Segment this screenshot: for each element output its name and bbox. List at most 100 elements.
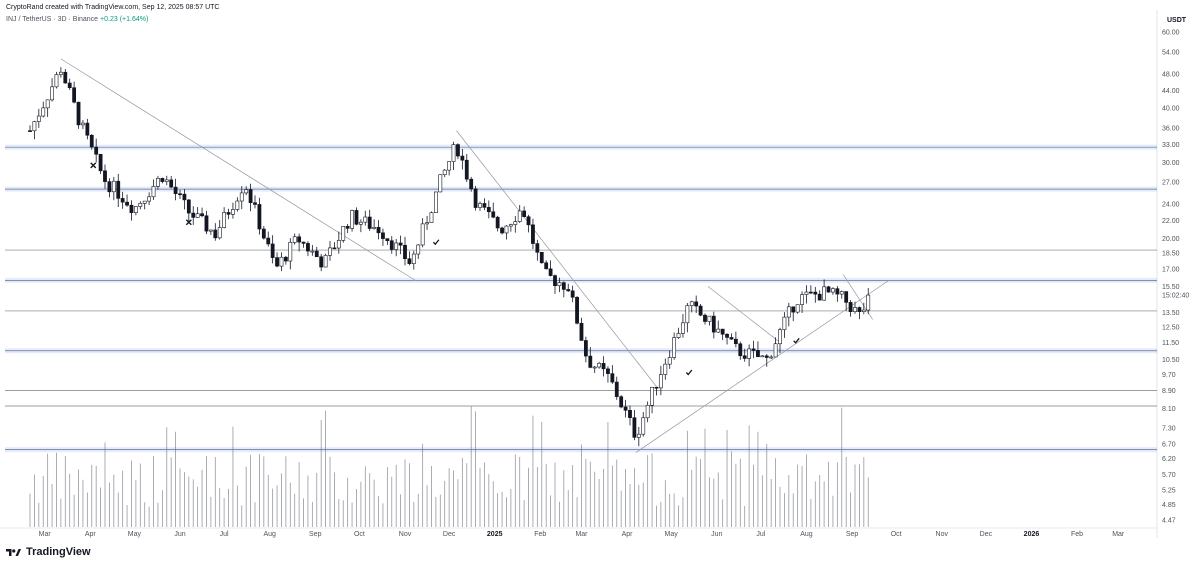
candle-up [288,242,293,262]
candle-down [526,216,531,226]
candle-up [323,255,328,268]
candle-down [654,386,659,389]
candle-up [164,179,169,182]
candle-down [694,301,699,307]
candle-up [328,247,332,256]
candle-down [711,315,716,333]
candle-down [491,211,496,218]
candle-down [486,207,491,213]
candle-up [658,374,663,389]
price-unit: USDT [1167,17,1187,24]
candle-up [773,343,778,358]
candle-down [248,189,253,204]
candle-down [301,241,306,244]
cross-marker [90,162,97,169]
candle-down [314,250,319,258]
candle-down [297,236,302,243]
price-tick-label: 5.70 [1162,472,1176,479]
candle-up [866,294,871,311]
candle-up [689,301,694,306]
candle-down [345,226,350,229]
candle-up [279,256,284,267]
candle-up [50,86,54,101]
candle-down [173,186,178,195]
candle-up [663,363,668,375]
candle-down [817,293,822,301]
candle-down [178,193,182,196]
price-tick-label: 7.30 [1162,425,1176,432]
candle-down [354,210,359,225]
time-tick-label: Sep [309,531,322,538]
grid-layer [0,10,1158,538]
candle-up [597,363,602,368]
candle-down [544,262,549,270]
candles [28,67,871,447]
candle-down [606,368,610,374]
candle-down [182,193,187,201]
candle-down [460,155,465,161]
candle-up [147,196,152,202]
candle-up [804,291,809,295]
price-tick-label: 44.00 [1162,88,1180,95]
candle-up [358,221,363,225]
candle-up [372,226,377,229]
candle-down [522,210,527,218]
candle-down [588,355,593,368]
candle-up [672,337,677,358]
candle-down [76,101,81,126]
candle-down [160,178,165,182]
candle-up [336,240,341,249]
candle-down [848,302,853,312]
candle-down [389,240,394,250]
candle-up [513,221,518,225]
trendline [635,280,890,453]
candle-down [500,227,504,234]
candle-up [747,348,752,359]
check-marker [432,239,440,246]
candle-up [363,216,368,223]
candle-up [292,236,297,243]
time-tick-label: 2025 [487,531,503,538]
candle-down [844,291,849,303]
trendline [842,274,873,320]
candle-up [681,322,685,334]
candle-up [45,99,50,109]
candle-up [433,191,438,214]
candle-up [231,209,235,215]
candle-up [54,74,59,88]
time-tick-label: Nov [936,531,949,538]
candle-down [610,373,615,383]
candle-down [67,82,72,89]
price-tick-label: 15.50 [1162,284,1180,291]
candle-down [742,355,747,359]
candle-down [835,288,840,295]
candle-up [239,192,244,202]
candle-down [813,291,818,295]
candle-down [28,130,32,132]
candle-down [548,268,553,276]
markers [90,162,800,376]
time-tick-label: Feb [1071,531,1083,538]
candle-down [725,333,729,338]
candle-up [636,433,641,438]
candle-down [169,179,174,188]
candle-down [319,256,324,268]
candle-up [504,225,509,234]
candle-up [676,333,681,338]
candle-up [138,203,143,207]
tradingview-logo[interactable]: TradingView [6,546,91,558]
candle-down [116,180,121,199]
candle-up [557,282,562,287]
time-tick-label: Oct [354,531,365,538]
candle-down [857,307,862,312]
candle-up [416,244,421,255]
candle-up [151,186,156,198]
price-tick-label: 6.70 [1162,441,1176,448]
price-tick-label: 11.50 [1162,340,1179,347]
candle-up [685,305,690,324]
time-tick-label: Dec [443,531,456,538]
time-tick-label: Dec [980,531,993,538]
candle-down [553,275,557,287]
candle-down [381,232,385,239]
